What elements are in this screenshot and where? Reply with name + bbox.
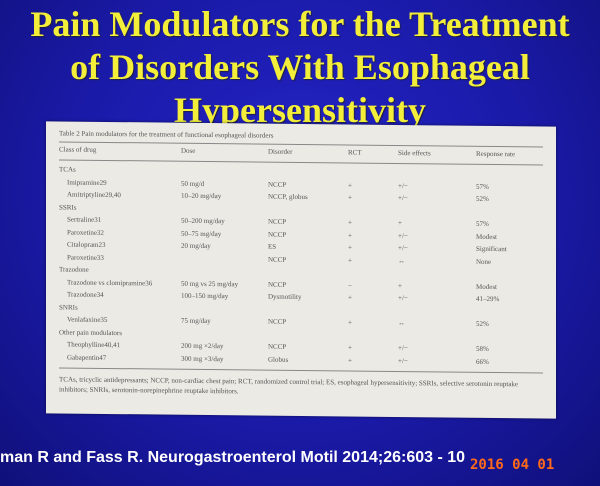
cell-class: Trazodone vs clomipramine36 [67, 278, 153, 287]
cell-disorder: ES [268, 242, 277, 251]
table-rule-header [59, 159, 543, 166]
cell-response-rate: None [476, 257, 492, 266]
cell-class: Paroxetine33 [67, 253, 104, 262]
cell-response-rate: Modest [476, 282, 497, 291]
cell-rct: + [348, 230, 352, 240]
cell-dose: 75 mg/day [181, 316, 211, 326]
slide-title: Pain Modulators for the Treatment of Dis… [0, 0, 600, 132]
cell-disorder: NCCP, globus [268, 192, 308, 202]
table-card: Table 2 Pain modulators for the treatmen… [46, 121, 556, 419]
cell-rct: + [348, 193, 352, 202]
cell-class: Citalopram23 [67, 240, 106, 249]
table-caption: Table 2 Pain modulators for the treatmen… [59, 129, 274, 140]
cell-rct: + [348, 355, 352, 365]
cell-response-rate: 58% [476, 344, 489, 353]
cell-class: Venlafaxine35 [67, 315, 108, 324]
cell-dose: 100–150 mg/day [181, 291, 229, 301]
cell-dose: 50 mg/d [181, 179, 205, 188]
header-side-effects: Side effects [398, 149, 431, 158]
cell-rct: + [348, 343, 352, 352]
cell-rct: + [348, 318, 352, 327]
cell-disorder: NCCP [268, 317, 287, 326]
date-stamp: 2016 04 01 [470, 457, 555, 473]
cell-disorder: NCCP [268, 217, 287, 226]
cell-side-effects: +/− [398, 344, 408, 353]
cell-disorder: NCCP [268, 342, 287, 351]
cell-disorder: NCCP [268, 255, 287, 264]
cell-class: Trazodone [59, 265, 89, 274]
citation: man R and Fass R. Neurogastroenterol Mot… [0, 449, 466, 466]
cell-class: Theophylline40,41 [67, 340, 121, 350]
cell-response-rate: 57% [476, 182, 489, 191]
table-footnote: TCAs, tricyclic antidepressants; NCCP, n… [59, 375, 519, 396]
cell-class: Amitriptyline29,40 [67, 190, 121, 200]
cell-side-effects: + [398, 281, 402, 290]
cell-dose: 20 mg/day [181, 241, 211, 251]
cell-side-effects: +/− [398, 356, 408, 365]
cell-class: TCAs [59, 165, 76, 174]
cell-response-rate: Modest [476, 232, 497, 241]
cell-dose: 200 mg ×2/day [181, 341, 224, 351]
cell-response-rate: 52% [476, 319, 489, 328]
cell-disorder: NCCP [268, 180, 287, 189]
cell-dose: 10–20 mg/day [181, 191, 222, 201]
cell-side-effects: ↔ [398, 319, 405, 328]
title-line-2: of Disorders With Esophageal [70, 47, 530, 87]
cell-response-rate: Significant [476, 244, 507, 254]
cell-rct: + [348, 255, 352, 265]
cell-class: Paroxetine32 [67, 228, 104, 237]
cell-class: Trazodone34 [67, 290, 104, 299]
cell-dose: 50 mg vs 25 mg/day [181, 279, 239, 288]
title-line-1: Pain Modulators for the Treatment [30, 4, 570, 44]
table-rule-top [59, 141, 543, 148]
table-row: Gabapentin47 300 mg ×3/day Globus + +/− 66% [46, 353, 556, 368]
table-rule-bottom [59, 367, 543, 374]
cell-dose: 300 mg ×3/day [181, 354, 224, 363]
cell-disorder: NCCP [268, 280, 287, 289]
header-dose: Dose [181, 146, 196, 155]
cell-class: Gabapentin47 [67, 353, 107, 362]
cell-rct: + [348, 218, 352, 227]
cell-class: SSRIs [59, 202, 77, 212]
cell-side-effects: +/− [398, 231, 408, 240]
cell-side-effects: +/− [398, 244, 408, 253]
cell-response-rate: 41–29% [476, 294, 500, 304]
cell-dose: 50–200 mg/day [181, 216, 225, 226]
cell-class: Imipramine29 [67, 178, 107, 187]
cell-rct: + [348, 243, 352, 252]
cell-dose: 50–75 mg/day [181, 229, 222, 238]
cell-class: Sertraline31 [67, 215, 102, 224]
cell-disorder: NCCP [268, 230, 287, 239]
cell-side-effects: +/− [398, 181, 408, 190]
cell-rct: + [348, 293, 352, 302]
header-class: Class of drug [59, 145, 97, 154]
header-rct: RCT [348, 148, 362, 157]
cell-rct: − [348, 280, 352, 290]
cell-class: SNRIs [59, 302, 78, 312]
cell-side-effects: + [398, 219, 402, 228]
cell-class: Other pain modulators [59, 327, 122, 337]
cell-disorder: Globus [268, 355, 289, 364]
header-disorder: Disorder [268, 147, 293, 156]
cell-rct: + [348, 180, 352, 190]
cell-side-effects: ↔ [398, 256, 405, 265]
cell-response-rate: 57% [476, 219, 489, 228]
cell-response-rate: 52% [476, 194, 489, 203]
cell-side-effects: +/− [398, 294, 408, 303]
cell-side-effects: +/− [398, 194, 408, 203]
cell-response-rate: 66% [476, 357, 489, 366]
cell-disorder: Dysmotility [268, 292, 302, 302]
header-response-rate: Response rate [476, 149, 516, 159]
